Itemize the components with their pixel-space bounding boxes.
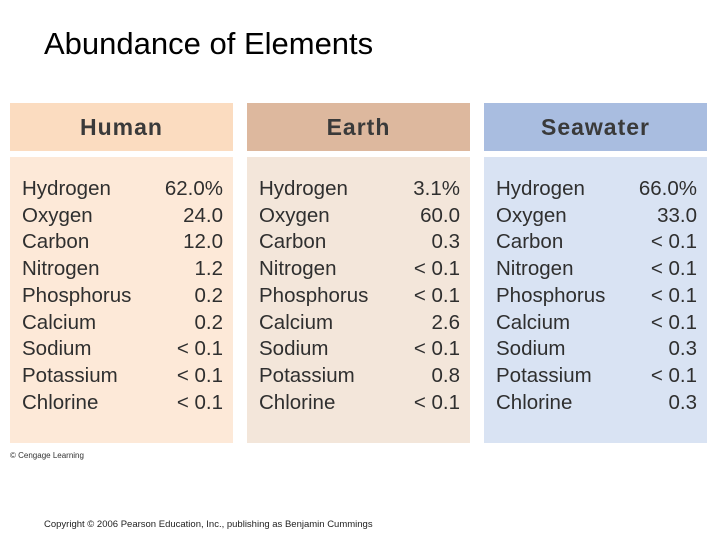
image-credit: © Cengage Learning — [10, 451, 84, 460]
element-name: Oxygen — [22, 203, 93, 227]
element-value: < 0.1 — [650, 310, 697, 334]
element-name: Nitrogen — [496, 257, 574, 281]
element-name: Potassium — [22, 363, 118, 387]
element-value: 0.3 — [431, 230, 461, 254]
element-value: < 0.1 — [176, 363, 223, 387]
element-name: Chlorine — [496, 390, 573, 414]
element-name: Nitrogen — [259, 257, 337, 281]
element-row: Nitrogen 1.2 — [22, 255, 223, 282]
element-name: Hydrogen — [496, 177, 585, 200]
element-row: Calcium 2.6 — [259, 309, 460, 336]
element-value: < 0.1 — [413, 283, 460, 307]
element-row: Hydrogen 66.0% — [496, 175, 697, 202]
element-row: Oxygen 33.0 — [496, 202, 697, 229]
element-value: 66.0% — [638, 177, 697, 200]
element-row: Chlorine 0.3 — [496, 389, 697, 416]
element-value: 60.0 — [420, 203, 460, 227]
element-row: Nitrogen < 0.1 — [259, 255, 460, 282]
element-name: Calcium — [496, 310, 571, 334]
element-value: 0.8 — [431, 363, 461, 387]
element-name: Sodium — [259, 337, 329, 361]
element-row: Potassium < 0.1 — [496, 362, 697, 389]
element-name: Sodium — [22, 337, 92, 361]
element-value: 0.3 — [668, 337, 698, 361]
element-name: Carbon — [259, 230, 327, 254]
element-row: Chlorine < 0.1 — [22, 389, 223, 416]
element-row: Hydrogen 62.0% — [22, 175, 223, 202]
element-name: Hydrogen — [259, 177, 348, 200]
element-value: 3.1% — [413, 177, 460, 200]
element-row: Potassium 0.8 — [259, 362, 460, 389]
earth-column-header: Earth — [247, 103, 470, 151]
element-name: Oxygen — [496, 203, 567, 227]
element-value: < 0.1 — [176, 337, 223, 361]
element-name: Potassium — [496, 363, 592, 387]
element-row: Hydrogen 3.1% — [259, 175, 460, 202]
element-value: < 0.1 — [650, 283, 697, 307]
element-row: Carbon 0.3 — [259, 228, 460, 255]
element-name: Sodium — [496, 337, 566, 361]
element-value: < 0.1 — [413, 257, 460, 281]
earth-column-body: Hydrogen 3.1% Oxygen 60.0 Carbon 0.3 Nitrogen <… — [247, 157, 470, 443]
element-row: Sodium 0.3 — [496, 335, 697, 362]
element-value: 1.2 — [194, 257, 224, 281]
seawater-column: Seawater Hydrogen 66.0% Oxygen 33.0 Carbon < … — [484, 103, 707, 443]
element-name: Oxygen — [259, 203, 330, 227]
element-value: 0.2 — [194, 283, 224, 307]
element-name: Chlorine — [22, 390, 99, 414]
slide-title: Abundance of Elements — [44, 26, 374, 61]
earth-column: Earth Hydrogen 3.1% Oxygen 60.0 Carbon 0.3 Nit… — [247, 103, 470, 443]
element-value: < 0.1 — [413, 337, 460, 361]
element-value: 0.3 — [668, 390, 698, 414]
element-value: 33.0 — [657, 203, 697, 227]
element-value: < 0.1 — [176, 390, 223, 414]
human-column: Human Hydrogen 62.0% Oxygen 24.0 Carbon 12.0 N… — [10, 103, 233, 443]
element-name: Chlorine — [259, 390, 336, 414]
element-row: Potassium < 0.1 — [22, 362, 223, 389]
human-column-header: Human — [10, 103, 233, 151]
human-column-body: Hydrogen 62.0% Oxygen 24.0 Carbon 12.0 Nitroge… — [10, 157, 233, 443]
element-value: < 0.1 — [650, 257, 697, 281]
element-name: Potassium — [259, 363, 355, 387]
copyright-notice: Copyright © 2006 Pearson Education, Inc.… — [44, 519, 373, 530]
seawater-column-header: Seawater — [484, 103, 707, 151]
element-value: < 0.1 — [650, 363, 697, 387]
element-row: Carbon 12.0 — [22, 228, 223, 255]
element-name: Calcium — [259, 310, 334, 334]
element-row: Calcium < 0.1 — [496, 309, 697, 336]
element-name: Hydrogen — [22, 177, 111, 200]
element-value: 24.0 — [183, 203, 223, 227]
element-value: < 0.1 — [413, 390, 460, 414]
element-value: 12.0 — [183, 230, 223, 254]
element-value: 62.0% — [164, 177, 223, 200]
element-name: Carbon — [22, 230, 90, 254]
element-row: Calcium 0.2 — [22, 309, 223, 336]
element-name: Nitrogen — [22, 257, 100, 281]
element-row: Sodium < 0.1 — [22, 335, 223, 362]
element-name: Phosphorus — [22, 283, 132, 307]
element-row: Phosphorus < 0.1 — [259, 282, 460, 309]
element-row: Phosphorus 0.2 — [22, 282, 223, 309]
element-value: < 0.1 — [650, 230, 697, 254]
seawater-column-body: Hydrogen 66.0% Oxygen 33.0 Carbon < 0.1 Nitrog… — [484, 157, 707, 443]
element-value: 2.6 — [431, 310, 461, 334]
element-name: Phosphorus — [496, 283, 606, 307]
element-row: Phosphorus < 0.1 — [496, 282, 697, 309]
element-row: Chlorine < 0.1 — [259, 389, 460, 416]
element-row: Nitrogen < 0.1 — [496, 255, 697, 282]
element-value: 0.2 — [194, 310, 224, 334]
element-row: Sodium < 0.1 — [259, 335, 460, 362]
element-row: Oxygen 60.0 — [259, 202, 460, 229]
element-name: Carbon — [496, 230, 564, 254]
element-row: Carbon < 0.1 — [496, 228, 697, 255]
element-name: Calcium — [22, 310, 97, 334]
element-row: Oxygen 24.0 — [22, 202, 223, 229]
element-name: Phosphorus — [259, 283, 369, 307]
